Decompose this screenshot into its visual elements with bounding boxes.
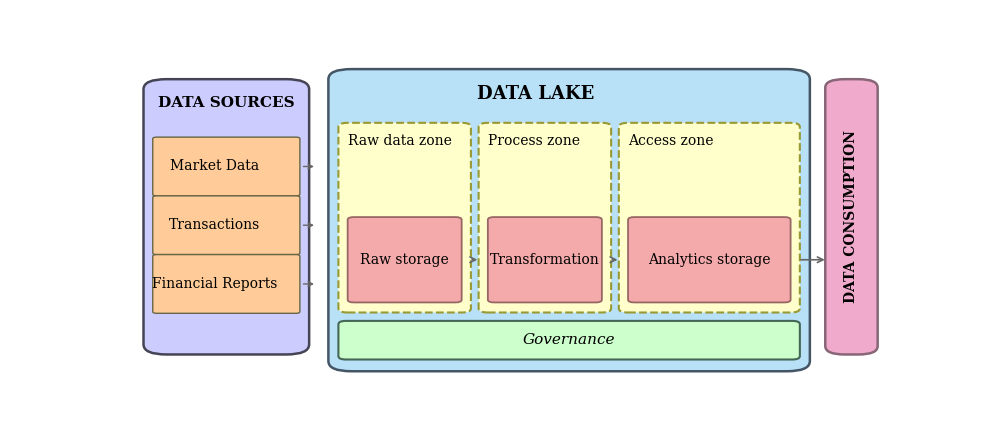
Text: Financial Reports: Financial Reports [152,277,277,291]
FancyBboxPatch shape [153,255,300,313]
FancyBboxPatch shape [328,69,810,371]
Text: Analytics storage: Analytics storage [648,253,770,267]
Text: Market Data: Market Data [170,160,259,174]
Text: DATA SOURCES: DATA SOURCES [158,95,294,110]
Text: Transactions: Transactions [169,218,260,232]
FancyBboxPatch shape [619,123,800,313]
Text: Transformation: Transformation [490,253,599,267]
Text: Raw storage: Raw storage [360,253,449,267]
FancyBboxPatch shape [825,79,878,354]
FancyBboxPatch shape [338,321,800,360]
FancyBboxPatch shape [348,217,461,303]
FancyBboxPatch shape [479,123,611,313]
Text: Access zone: Access zone [628,134,714,148]
Text: Raw data zone: Raw data zone [348,134,451,148]
Text: DATA CONSUMPTION: DATA CONSUMPTION [845,130,859,303]
FancyBboxPatch shape [143,79,309,354]
FancyBboxPatch shape [628,217,790,303]
Text: Process zone: Process zone [488,134,580,148]
FancyBboxPatch shape [153,196,300,255]
Text: Governance: Governance [523,333,615,347]
FancyBboxPatch shape [488,217,602,303]
Text: DATA LAKE: DATA LAKE [477,85,594,103]
FancyBboxPatch shape [153,137,300,196]
FancyBboxPatch shape [338,123,471,313]
